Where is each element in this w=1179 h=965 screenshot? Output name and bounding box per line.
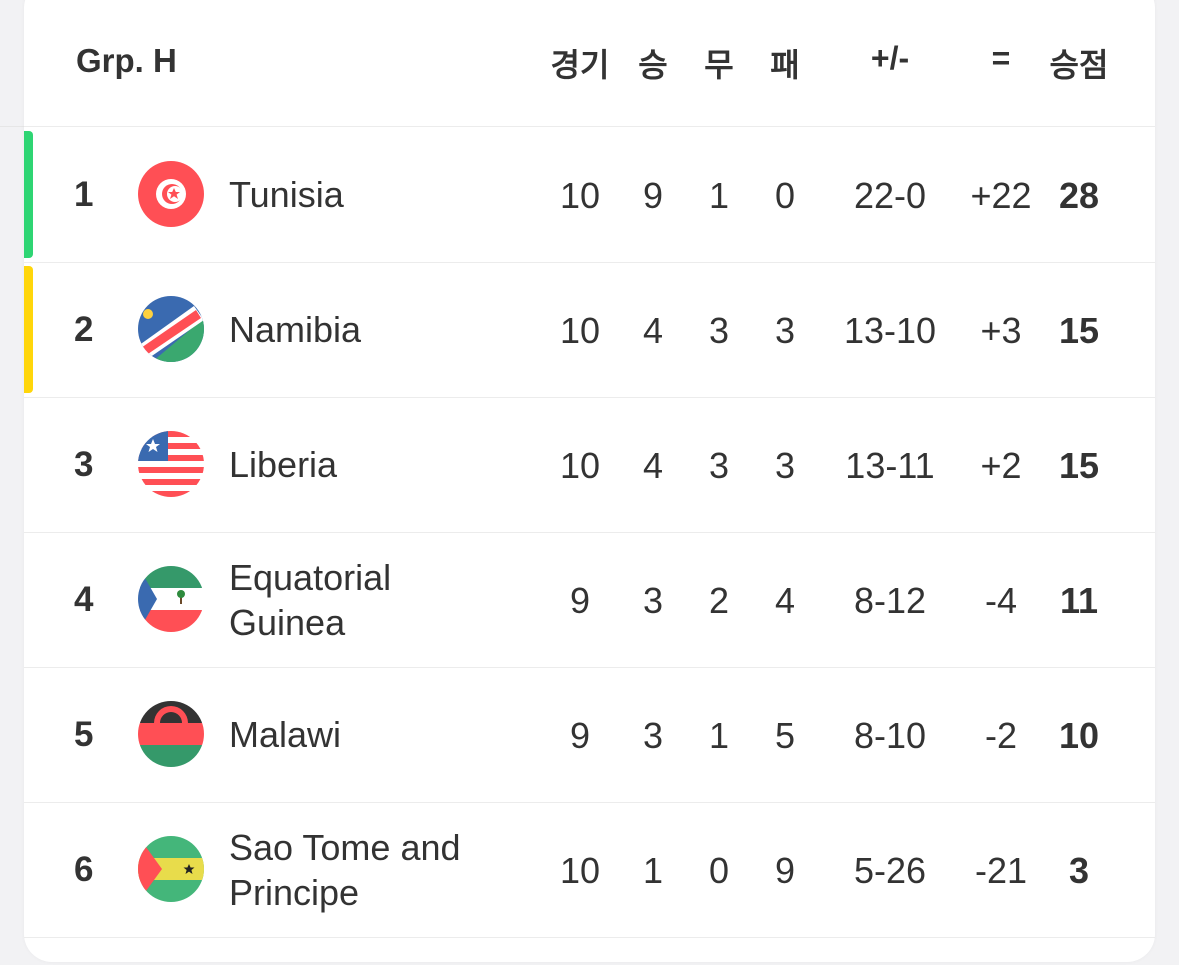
table-row[interactable]: 5 Malawi 9 3 1 5 8-10 -2 10 bbox=[24, 667, 1155, 803]
drawn-value: 3 bbox=[708, 445, 730, 486]
drawn-value: 0 bbox=[708, 850, 730, 891]
lost-value: 0 bbox=[774, 175, 796, 216]
lost-value: 3 bbox=[774, 310, 796, 351]
team-name[interactable]: Equatorial Guinea bbox=[229, 557, 392, 643]
tunisia-flag-icon bbox=[138, 161, 204, 227]
header-goals: +/- bbox=[870, 40, 910, 76]
goal-diff-value: +22 bbox=[970, 175, 1032, 216]
position: 3 bbox=[74, 445, 94, 484]
played-value: 10 bbox=[559, 850, 601, 891]
group-title: Grp. H bbox=[76, 42, 177, 79]
won-value: 1 bbox=[642, 850, 664, 891]
lost-value: 4 bbox=[774, 580, 796, 621]
played-value: 9 bbox=[569, 580, 591, 621]
background-divider bbox=[0, 126, 24, 127]
played-value: 10 bbox=[559, 175, 601, 216]
points-value: 28 bbox=[1058, 175, 1100, 216]
team-name[interactable]: Sao Tome and Principe bbox=[229, 827, 461, 913]
position: 5 bbox=[74, 715, 94, 754]
table-row[interactable]: 2 Namibia 10 4 3 3 13-10 +3 15 bbox=[24, 262, 1155, 398]
position: 2 bbox=[74, 310, 94, 349]
points-value: 15 bbox=[1058, 445, 1100, 486]
played-value: 9 bbox=[569, 715, 591, 756]
liberia-flag-icon bbox=[138, 431, 204, 497]
goal-diff-value: -4 bbox=[984, 580, 1018, 621]
goals-value: 13-11 bbox=[845, 445, 935, 486]
position: 1 bbox=[74, 175, 94, 214]
goal-diff-value: -21 bbox=[974, 850, 1028, 891]
won-value: 9 bbox=[642, 175, 664, 216]
points-value: 15 bbox=[1058, 310, 1100, 351]
drawn-value: 3 bbox=[708, 310, 730, 351]
team-name[interactable]: Namibia bbox=[229, 309, 362, 350]
won-value: 3 bbox=[642, 580, 664, 621]
position: 4 bbox=[74, 580, 94, 619]
lost-value: 3 bbox=[774, 445, 796, 486]
header-won: 승 bbox=[638, 47, 668, 83]
malawi-flag-icon bbox=[138, 701, 204, 767]
goals-value: 8-12 bbox=[853, 580, 927, 621]
header-points: 승점 bbox=[1049, 47, 1109, 83]
zone-indicator-playoff bbox=[24, 266, 33, 393]
goal-diff-value: -2 bbox=[984, 715, 1018, 756]
goals-value: 8-10 bbox=[853, 715, 927, 756]
drawn-value: 1 bbox=[708, 175, 730, 216]
namibia-flag-icon bbox=[138, 296, 204, 362]
sao-tome-flag-icon bbox=[138, 836, 204, 902]
lost-value: 9 bbox=[774, 850, 796, 891]
table-header: Grp. H 경기 승 무 패 +/- = 승점 bbox=[24, 0, 1155, 127]
goal-diff-value: +2 bbox=[980, 445, 1022, 486]
goal-diff-value: +3 bbox=[980, 310, 1022, 351]
drawn-value: 2 bbox=[708, 580, 730, 621]
won-value: 3 bbox=[642, 715, 664, 756]
header-drawn: 무 bbox=[704, 47, 734, 83]
table-row[interactable]: 4 Equatorial Guinea 9 3 2 4 8-12 -4 11 bbox=[24, 532, 1155, 668]
won-value: 4 bbox=[642, 310, 664, 351]
goals-value: 22-0 bbox=[853, 175, 927, 216]
header-diff: = bbox=[991, 40, 1011, 76]
equatorial-guinea-flag-icon bbox=[138, 566, 204, 632]
table-row[interactable]: 6 Sao Tome and Principe 10 1 0 9 5-26 -21 3 bbox=[24, 802, 1155, 938]
table-row[interactable]: 1 Tunisia 10 9 1 0 22-0 +22 28 bbox=[24, 127, 1155, 263]
team-name[interactable]: Malawi bbox=[229, 714, 342, 755]
points-value: 3 bbox=[1068, 850, 1090, 891]
table-row[interactable]: 3 Liberia 10 4 3 3 13-11 +2 15 bbox=[24, 397, 1155, 533]
header-lost: 패 bbox=[770, 47, 800, 83]
team-name[interactable]: Tunisia bbox=[229, 174, 344, 215]
position: 6 bbox=[74, 850, 94, 889]
standings-card bbox=[24, 0, 1155, 962]
team-name[interactable]: Liberia bbox=[229, 444, 338, 485]
zone-indicator-qualify bbox=[24, 131, 33, 258]
points-value: 10 bbox=[1058, 715, 1100, 756]
drawn-value: 1 bbox=[708, 715, 730, 756]
header-played: 경기 bbox=[550, 47, 610, 83]
played-value: 10 bbox=[559, 310, 601, 351]
lost-value: 5 bbox=[774, 715, 796, 756]
goals-value: 5-26 bbox=[853, 850, 927, 891]
goals-value: 13-10 bbox=[843, 310, 937, 351]
played-value: 10 bbox=[559, 445, 601, 486]
points-value: 11 bbox=[1059, 580, 1099, 621]
won-value: 4 bbox=[642, 445, 664, 486]
